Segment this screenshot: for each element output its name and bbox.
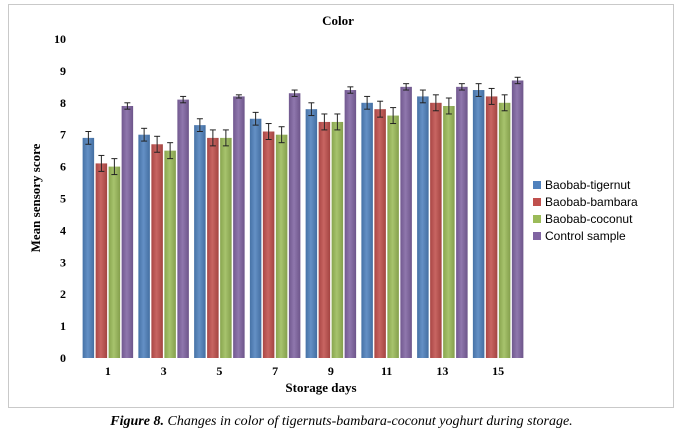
bar	[151, 144, 163, 358]
y-tick-label: 5	[60, 192, 66, 206]
bar	[121, 105, 134, 359]
caption-text: Changes in color of tigernuts-bambara-co…	[163, 414, 573, 429]
caption-lead: Figure 8.	[110, 414, 164, 429]
x-tick-label: 5	[216, 364, 222, 378]
x-tick-label: 3	[161, 364, 167, 378]
bar	[430, 102, 442, 358]
y-tick-label: 0	[60, 351, 66, 365]
legend-label: Baobab-tigernut	[545, 178, 631, 192]
x-tick-label: 9	[328, 364, 334, 378]
bar	[443, 105, 455, 359]
legend-swatch	[533, 198, 541, 206]
x-axis-title: Storage days	[285, 380, 356, 395]
y-tick-label: 1	[60, 319, 66, 333]
bar	[249, 118, 262, 358]
y-axis-ticks: 0 1 2 3 4 5 6 7 8 9 10	[54, 32, 66, 365]
legend-label: Control sample	[545, 229, 626, 243]
bar	[400, 86, 412, 358]
bar	[262, 131, 275, 358]
bar	[387, 115, 399, 358]
chart-frame	[8, 4, 674, 408]
y-tick-label: 3	[60, 255, 66, 269]
bar	[472, 90, 485, 358]
bar	[82, 137, 95, 358]
x-tick-label: 13	[436, 364, 448, 378]
bar	[177, 99, 189, 359]
figure-caption: Figure 8. Changes in color of tigernuts-…	[0, 414, 683, 430]
bar	[374, 109, 386, 359]
error-bars-layer	[85, 76, 521, 176]
bar	[417, 96, 429, 359]
bar	[95, 163, 108, 358]
bar	[220, 137, 232, 358]
y-tick-label: 10	[54, 32, 66, 46]
legend-swatch	[533, 181, 541, 189]
bar	[164, 150, 176, 358]
y-tick-label: 4	[60, 223, 66, 237]
bar	[344, 90, 357, 358]
bar	[194, 125, 206, 358]
y-tick-label: 6	[60, 160, 66, 174]
bars-layer	[82, 80, 524, 359]
bar	[361, 102, 373, 358]
legend-label: Baobab-bambara	[545, 195, 638, 209]
bar	[275, 134, 288, 358]
x-tick-label: 15	[492, 364, 504, 378]
bar	[305, 109, 318, 359]
legend: Baobab-tigernut Baobab-bambara Baobab-coco…	[533, 178, 638, 243]
bar	[456, 86, 468, 358]
legend-swatch	[533, 232, 541, 240]
y-tick-label: 7	[60, 128, 66, 142]
bar-chart: Color Mean sensory score Storage days 0 1…	[28, 13, 638, 395]
legend-swatch	[533, 215, 541, 223]
x-tick-label: 11	[381, 364, 392, 378]
y-axis-title: Mean sensory score	[28, 143, 43, 252]
y-tick-label: 2	[60, 287, 66, 301]
bar	[318, 121, 331, 358]
x-tick-label: 1	[105, 364, 111, 378]
bar	[331, 121, 344, 358]
bar	[138, 134, 150, 358]
y-tick-label: 9	[60, 64, 66, 78]
bar	[233, 96, 245, 359]
bar	[498, 102, 511, 358]
bar	[288, 93, 301, 358]
y-tick-label: 8	[60, 96, 66, 110]
legend-label: Baobab-coconut	[545, 212, 633, 226]
bar	[511, 80, 524, 358]
bar	[207, 137, 219, 358]
x-tick-label: 7	[272, 364, 278, 378]
x-axis-ticks: 1 3 5 7 9 11 13 15	[105, 364, 504, 378]
bar	[485, 96, 498, 359]
bar	[108, 166, 121, 358]
chart-title: Color	[322, 13, 354, 28]
